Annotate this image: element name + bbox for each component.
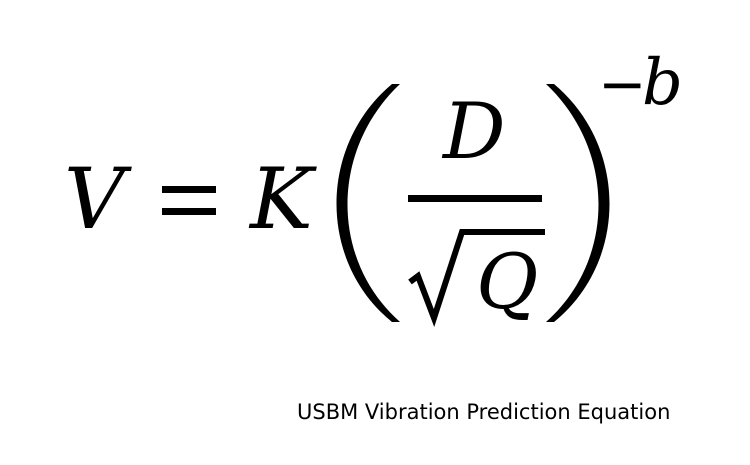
exponent-minus: −	[598, 50, 647, 118]
fraction-bar	[408, 195, 542, 202]
figure-caption: USBM Vibration Prediction Equation	[297, 400, 671, 424]
right-parenthesis	[546, 84, 610, 322]
left-parenthesis	[336, 84, 400, 322]
exponent-b: b	[642, 46, 683, 120]
square-root-sign	[408, 229, 545, 328]
fraction-numerator-d: D	[441, 87, 506, 177]
equation-lhs-v: V	[64, 150, 132, 248]
fraction-denominator-q: Q	[476, 237, 538, 326]
equals-sign	[162, 186, 216, 215]
equation-coefficient-k: K	[248, 150, 317, 248]
